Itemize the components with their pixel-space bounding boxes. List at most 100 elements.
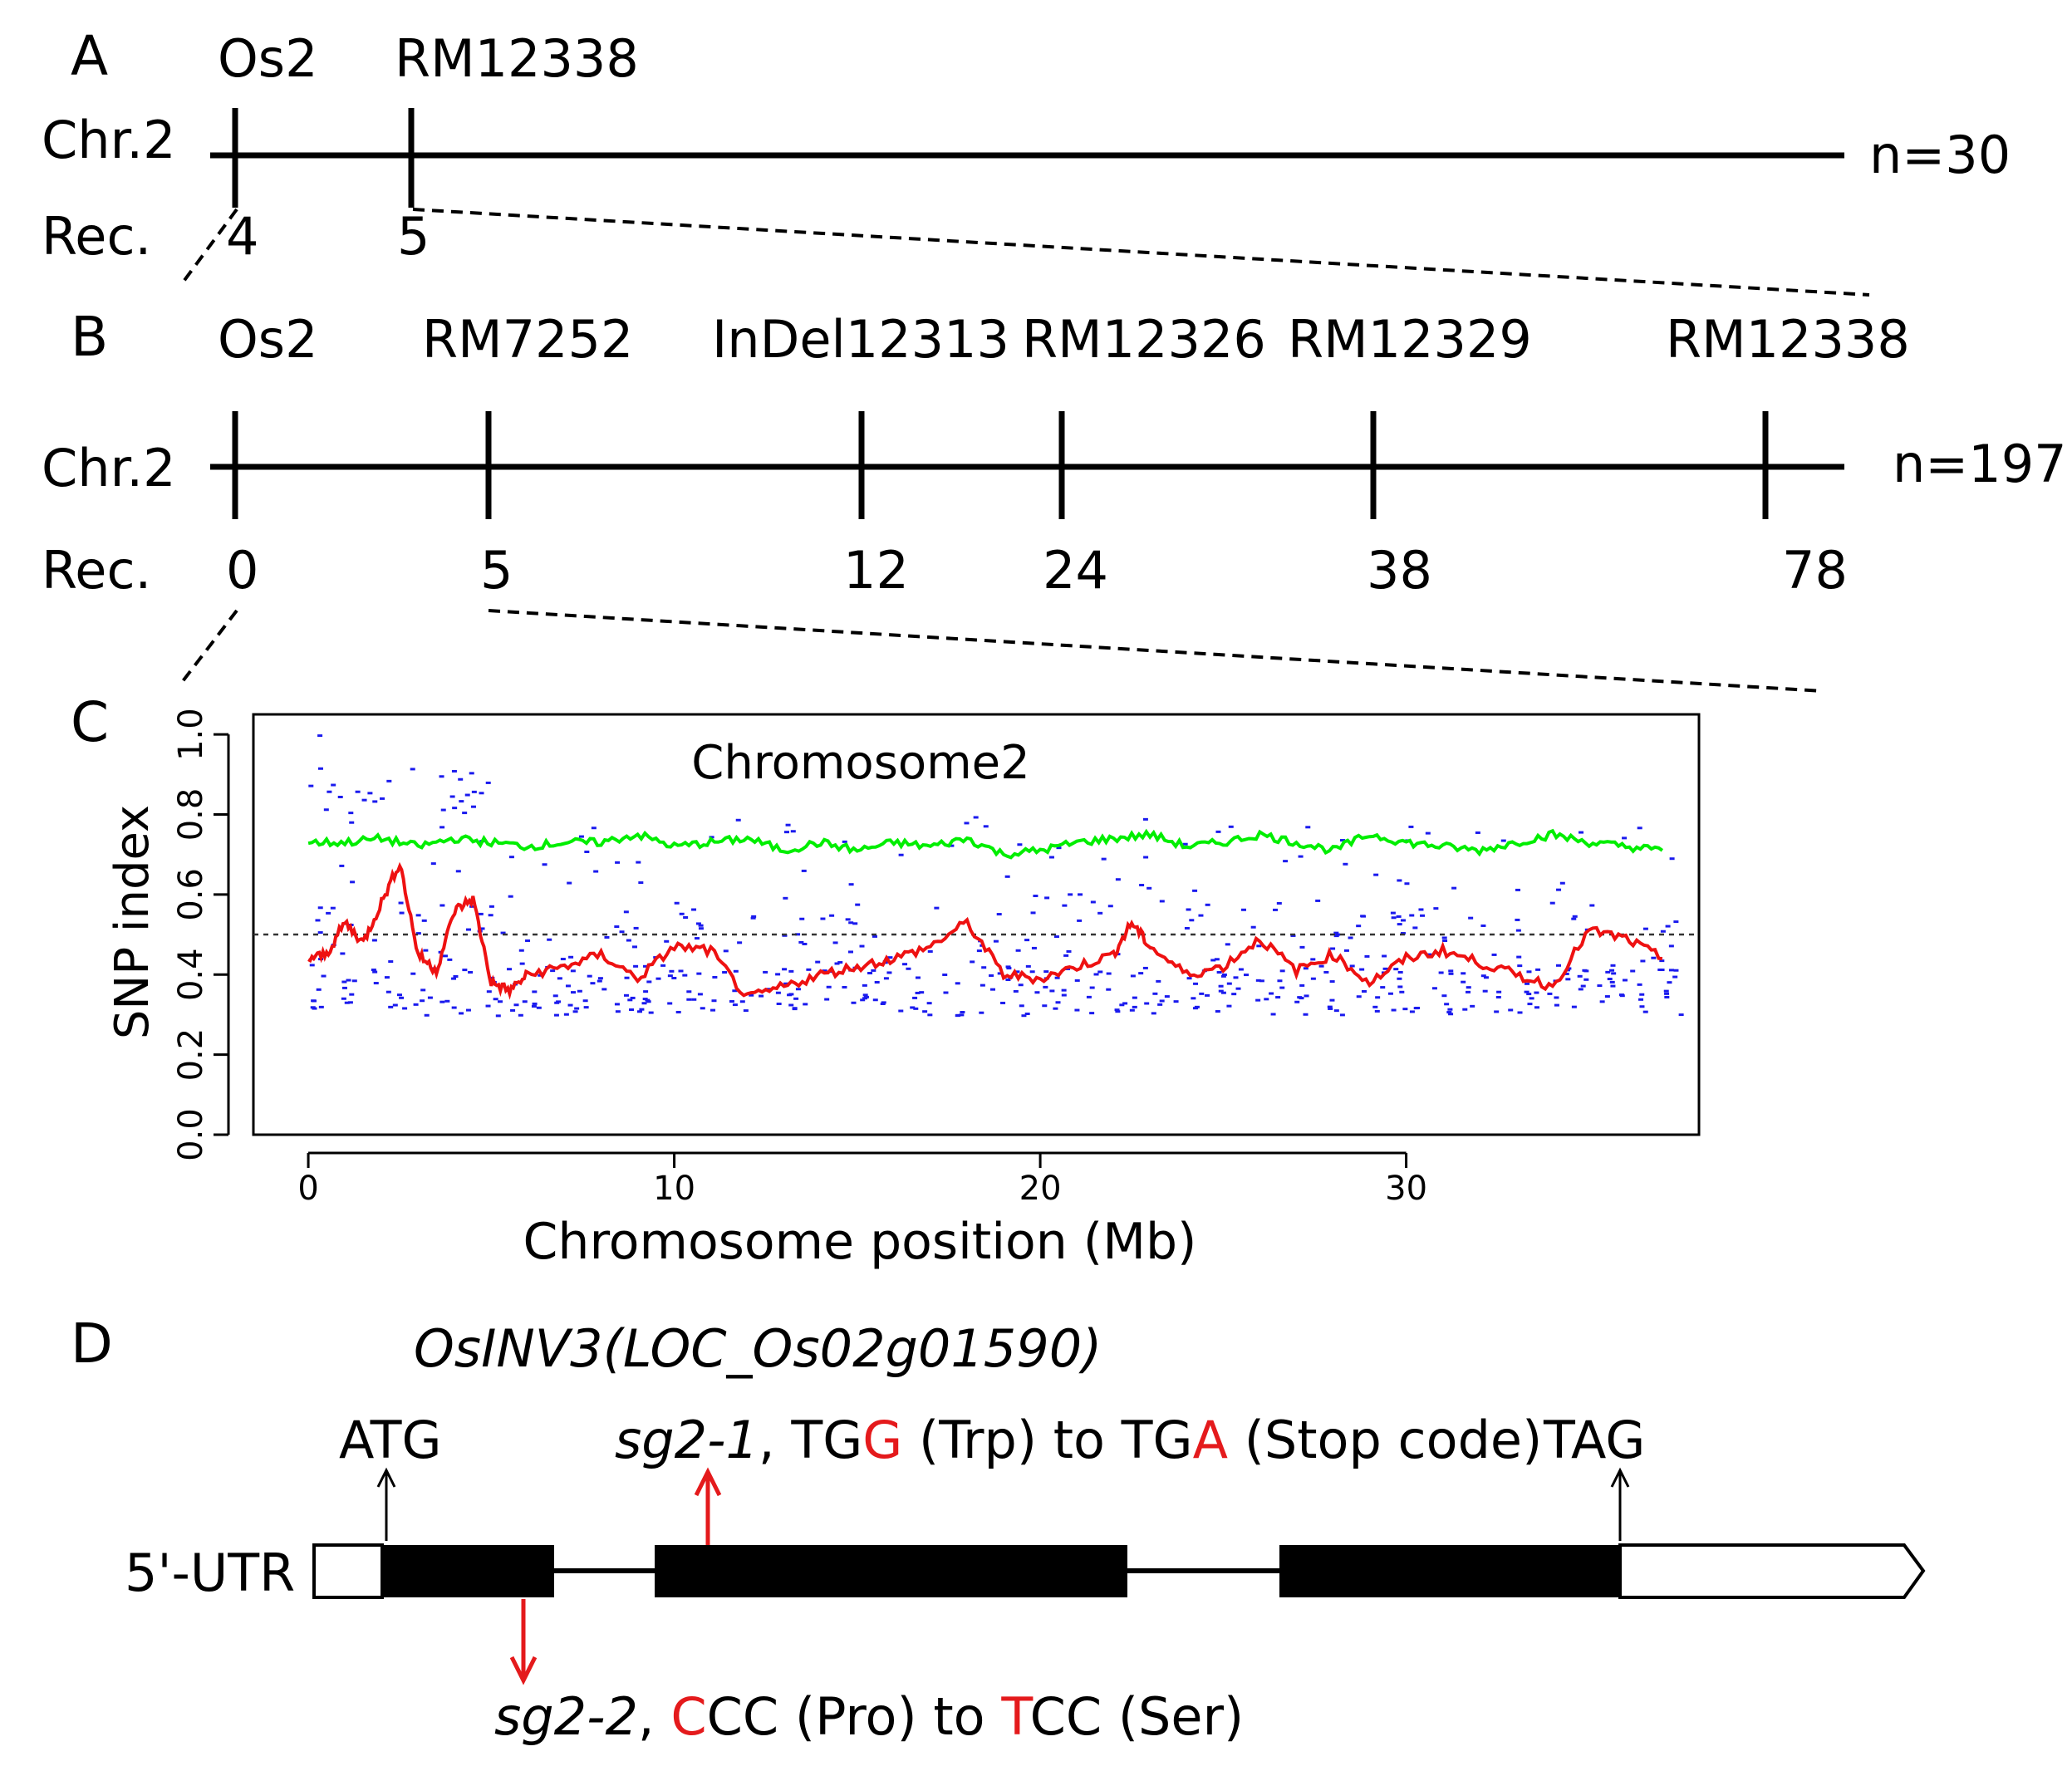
snp-dot <box>1444 1003 1450 1006</box>
snp-dot <box>1387 992 1393 995</box>
snp-dot <box>485 781 491 784</box>
snp-dot <box>420 988 426 992</box>
snp-dot <box>604 935 610 939</box>
snp-dot <box>1097 911 1103 915</box>
snp-dot <box>1256 944 1262 948</box>
x-tick-label: 0 <box>297 1170 318 1208</box>
snp-dot <box>500 931 506 935</box>
snp-dot <box>1132 996 1137 999</box>
snp-dot <box>1517 1011 1523 1014</box>
snp-dot <box>667 1002 673 1005</box>
snp-dot <box>1516 955 1522 959</box>
snp-dot <box>1640 959 1646 963</box>
snp-dot <box>1194 1005 1200 1008</box>
snp-dot <box>451 1006 457 1009</box>
y-tick-label: 0.0 <box>172 1108 210 1161</box>
snp-dot <box>1114 1008 1120 1012</box>
snp-dot <box>553 1013 559 1017</box>
snp-dot <box>1330 947 1336 950</box>
snp-dot <box>1191 997 1196 1000</box>
snp-dot <box>674 901 680 905</box>
snp-dot <box>776 1002 782 1005</box>
snp-dot <box>1043 985 1048 988</box>
snp-dot <box>1630 969 1636 973</box>
snp-dot <box>732 989 738 993</box>
snp-dot <box>722 971 728 974</box>
snp-dot <box>1356 925 1362 928</box>
snp-dot <box>834 962 840 965</box>
snp-dot <box>1409 914 1415 917</box>
snp-dot <box>735 818 741 822</box>
snp-dot <box>1664 992 1670 995</box>
snp-dot <box>1470 1004 1475 1008</box>
snp-dot <box>439 1000 445 1003</box>
snp-dot <box>675 1010 681 1013</box>
snp-dot <box>1044 896 1050 900</box>
snp-dot <box>698 924 704 927</box>
snp-dot <box>793 997 799 1000</box>
snp-dot <box>960 1011 965 1014</box>
snp-dot <box>421 919 427 922</box>
series-line-green <box>307 828 1664 860</box>
snp-dot <box>686 990 692 993</box>
snp-dot <box>489 905 494 908</box>
snp-dot <box>898 853 904 856</box>
snp-dot <box>1433 907 1439 910</box>
snp-dot <box>1361 989 1367 993</box>
snp-dot <box>565 984 571 988</box>
snp-dot <box>1637 827 1642 830</box>
snp-dot <box>1021 1014 1027 1018</box>
snp-dot <box>1402 1008 1408 1011</box>
snp-dot <box>396 993 402 997</box>
snp-dot <box>1535 968 1541 971</box>
snp-dot <box>388 1005 394 1008</box>
marker-rm12338-b: RM12338 <box>1666 309 1910 370</box>
snp-dot <box>783 982 789 985</box>
snp-dot <box>1323 970 1329 974</box>
snp-dot <box>440 808 446 812</box>
snp-dot <box>399 911 405 915</box>
snp-dot <box>970 960 975 964</box>
snp-dot <box>1468 916 1474 920</box>
snp-dot <box>1396 915 1402 918</box>
snp-dot <box>1339 1013 1345 1017</box>
snp-dot <box>1130 974 1136 978</box>
snp-dot <box>1298 855 1304 858</box>
snp-dot <box>452 807 458 810</box>
snp-dot <box>1225 943 1230 946</box>
snp-dot <box>1447 1008 1453 1011</box>
snp-dot <box>1418 908 1424 911</box>
snp-dot <box>848 883 854 886</box>
snp-dot <box>1517 964 1523 968</box>
snp-dot <box>1152 992 1158 995</box>
snp-dot <box>550 969 556 973</box>
snp-dot <box>1554 1003 1559 1007</box>
snp-dot <box>1042 1004 1048 1008</box>
gene-title: OsINV3(LOC_Os02g01590) <box>414 1318 1102 1379</box>
snp-dot <box>519 962 525 965</box>
snp-dot <box>1297 996 1303 999</box>
snp-dot <box>711 999 717 1003</box>
snp-dot <box>802 942 808 945</box>
snp-dot <box>1672 975 1678 979</box>
snp-dot <box>990 988 996 991</box>
snp-dot <box>459 1012 464 1015</box>
snp-dot <box>1199 992 1205 995</box>
snp-dot <box>1019 1004 1024 1008</box>
snp-dot <box>447 958 453 961</box>
snp-dot <box>1275 996 1281 999</box>
snp-dot <box>1333 1009 1339 1013</box>
snp-dot <box>1637 983 1642 986</box>
snp-dot <box>1524 990 1529 993</box>
snp-dot <box>556 1000 562 1003</box>
snp-dot <box>1283 860 1289 863</box>
plot-frame <box>252 713 1701 1136</box>
sg2-1-arrowhead <box>694 1467 722 1497</box>
snp-dot <box>1279 986 1285 989</box>
snp-dot <box>799 917 805 920</box>
snp-dot <box>1496 990 1502 993</box>
snp-dot <box>1642 1010 1648 1013</box>
n-count-a: n=30 <box>1869 125 2011 185</box>
snp-dot <box>667 974 673 978</box>
snp-dot <box>1639 1005 1645 1008</box>
